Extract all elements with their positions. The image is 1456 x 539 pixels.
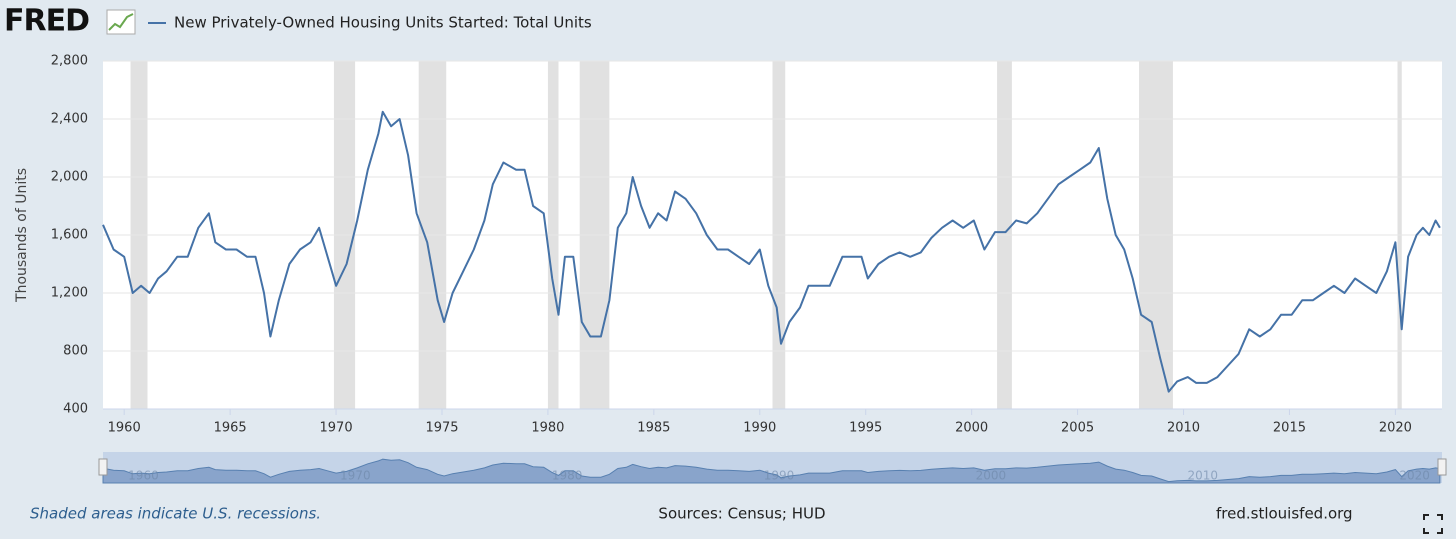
logo-icon bbox=[106, 9, 136, 35]
x-tick-label: 1995 bbox=[849, 421, 882, 436]
y-axis-label: Thousands of Units bbox=[14, 168, 30, 303]
navigator-tick-label: 1990 bbox=[764, 469, 795, 483]
fullscreen-button[interactable] bbox=[1423, 514, 1443, 534]
navigator-handle[interactable] bbox=[98, 458, 108, 476]
y-tick-label: 400 bbox=[63, 402, 88, 417]
navigator-series bbox=[102, 458, 1441, 484]
y-tick-label: 2,400 bbox=[51, 112, 88, 127]
x-tick-label: 1960 bbox=[108, 421, 141, 436]
sources: Sources: Census; HUD bbox=[658, 505, 825, 523]
x-tick-label: 1965 bbox=[214, 421, 247, 436]
x-tick-label: 1970 bbox=[320, 421, 353, 436]
navigator-tick-label: 1980 bbox=[552, 469, 583, 483]
navigator-tick-label: 2000 bbox=[976, 469, 1007, 483]
navigator-tick-label: 1960 bbox=[128, 469, 159, 483]
x-tick-label: 2000 bbox=[955, 421, 988, 436]
navigator-tick-label: 2020 bbox=[1399, 469, 1430, 483]
navigator-tick-label: 2010 bbox=[1188, 469, 1219, 483]
recession-note: Shaded areas indicate U.S. recessions. bbox=[30, 505, 321, 523]
y-tick-label: 2,800 bbox=[51, 54, 88, 69]
legend-label: New Privately-Owned Housing Units Starte… bbox=[174, 14, 592, 32]
x-tick-label: 1985 bbox=[637, 421, 670, 436]
x-tick-label: 1990 bbox=[743, 421, 776, 436]
x-tick-label: 2020 bbox=[1379, 421, 1412, 436]
y-tick-label: 800 bbox=[63, 344, 88, 359]
x-tick-label: 1980 bbox=[531, 421, 564, 436]
series-line bbox=[102, 110, 1441, 393]
x-tick-label: 2010 bbox=[1167, 421, 1200, 436]
navigator-tick-label: 1970 bbox=[340, 469, 371, 483]
x-tick-label: 2015 bbox=[1273, 421, 1306, 436]
y-tick-label: 2,000 bbox=[51, 170, 88, 185]
x-tick-label: 1975 bbox=[425, 421, 458, 436]
x-tick-label: 2005 bbox=[1061, 421, 1094, 436]
navigator-handle[interactable] bbox=[1437, 458, 1447, 476]
y-tick-label: 1,600 bbox=[51, 228, 88, 243]
logo: FRED bbox=[4, 4, 89, 39]
site-link[interactable]: fred.stlouisfed.org bbox=[1216, 505, 1353, 523]
y-tick-label: 1,200 bbox=[51, 286, 88, 301]
